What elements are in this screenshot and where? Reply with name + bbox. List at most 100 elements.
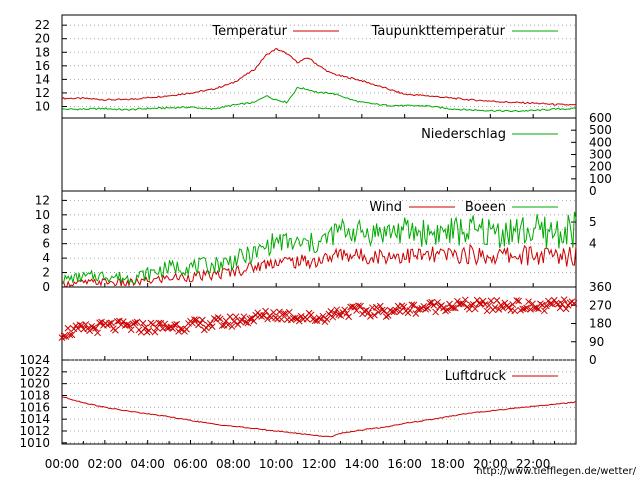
- wind-direction-point: [487, 297, 495, 305]
- y-tick-label: 0: [42, 280, 50, 294]
- legend-label: Luftdruck: [445, 369, 507, 384]
- wind-direction-point: [246, 315, 254, 323]
- wind-direction-point: [64, 324, 72, 332]
- wind-direction-point: [329, 313, 337, 321]
- wind-direction-point: [280, 310, 287, 318]
- wind-direction-point: [388, 308, 396, 316]
- y-tick-label-right: 180: [589, 317, 612, 331]
- wind-direction-point: [197, 319, 204, 327]
- wind-direction-point: [422, 305, 430, 313]
- wind-direction-point: [191, 316, 198, 323]
- wind-direction-point: [145, 327, 153, 334]
- x-tick-label: 02:00: [88, 457, 123, 471]
- y-tick-label: 1024: [19, 353, 50, 367]
- wind-direction-point: [183, 325, 190, 333]
- legend-label: Temperatur: [211, 24, 287, 39]
- wind-direction-point: [491, 304, 499, 311]
- wind-direction-point: [531, 304, 538, 312]
- wind-direction-point: [357, 302, 364, 310]
- y-tick-label: 1012: [19, 424, 50, 438]
- wind-direction-point: [365, 309, 372, 317]
- wind-direction-point: [515, 297, 523, 305]
- x-tick-label: 10:00: [259, 457, 294, 471]
- wind-direction-point: [151, 328, 159, 336]
- x-tick-label: 06:00: [173, 457, 208, 471]
- y-tick-label: 16: [35, 59, 50, 73]
- wind-direction-point: [450, 304, 457, 312]
- y-tick-label: 10: [35, 208, 50, 222]
- series-line: [61, 86, 577, 113]
- wind-direction-point: [335, 311, 343, 319]
- wind-direction-point: [570, 300, 578, 307]
- wind-direction-point: [224, 321, 232, 329]
- x-tick-label: 12:00: [302, 457, 337, 471]
- y-tick-label-right: 5: [589, 215, 597, 229]
- wind-direction-point: [119, 318, 127, 325]
- wind-direction-point: [317, 316, 325, 323]
- wind-direction-point: [123, 321, 131, 328]
- y-tick-label: 12: [35, 193, 50, 207]
- wind-direction-point: [544, 297, 552, 305]
- wind-direction-point: [428, 298, 436, 306]
- wind-direction-point: [523, 304, 530, 312]
- wind-direction-point: [250, 317, 258, 325]
- wind-direction-point: [68, 331, 76, 339]
- y-tick-label: 1016: [19, 400, 50, 414]
- wind-direction-point: [434, 299, 441, 306]
- y-tick-label-right: 500: [589, 123, 612, 137]
- x-tick-label: 22:00: [516, 457, 551, 471]
- wind-direction-point: [236, 317, 244, 325]
- wind-direction-point: [382, 313, 390, 320]
- wind-direction-point: [406, 307, 414, 314]
- wind-direction-point: [226, 313, 234, 321]
- wind-direction-point: [539, 301, 546, 309]
- wind-direction-point: [98, 318, 105, 326]
- wind-direction-point: [244, 319, 252, 327]
- x-tick-label: 00:00: [45, 457, 80, 471]
- wind-direction-point: [400, 303, 408, 311]
- wind-direction-point: [355, 302, 362, 310]
- y-tick-label-right: 360: [589, 280, 612, 294]
- wind-direction-point: [94, 329, 101, 337]
- legend-label: Niederschlag: [421, 127, 506, 142]
- y-tick-label: 10: [35, 99, 50, 113]
- x-tick-label: 04:00: [130, 457, 165, 471]
- wind-direction-point: [159, 325, 167, 332]
- wind-direction-point: [307, 311, 315, 319]
- y-tick-label-right: 4: [589, 237, 597, 251]
- wind-direction-point: [483, 307, 491, 315]
- y-tick-label: 22: [35, 18, 50, 32]
- wind-direction-point: [319, 312, 327, 320]
- wind-direction-point: [171, 321, 179, 329]
- wind-direction-point: [96, 319, 103, 327]
- wind-direction-point: [371, 311, 378, 319]
- wind-direction-point: [106, 320, 113, 327]
- wind-direction-point: [408, 301, 416, 309]
- y-tick-label: 2: [42, 266, 50, 280]
- x-tick-label: 08:00: [216, 457, 251, 471]
- wind-direction-point: [297, 312, 305, 320]
- wind-direction-point: [199, 316, 206, 324]
- wind-direction-point: [465, 305, 473, 313]
- wind-direction-point: [398, 302, 406, 310]
- wind-direction-point: [311, 317, 319, 325]
- y-tick-label: 12: [35, 86, 50, 100]
- y-tick-label: 18: [35, 45, 50, 59]
- wind-direction-point: [442, 307, 449, 315]
- wind-direction-point: [92, 324, 99, 332]
- wind-direction-point: [552, 299, 560, 307]
- wind-direction-point: [165, 324, 173, 332]
- y-tick-label-right: 400: [589, 135, 612, 149]
- wind-direction-point: [396, 308, 404, 316]
- wind-direction-point: [495, 306, 503, 313]
- wind-direction-point: [218, 322, 226, 330]
- wind-direction-point: [542, 302, 550, 310]
- wind-direction-point: [511, 307, 519, 315]
- y-tick-label-right: 0: [589, 353, 597, 367]
- wind-direction-point: [548, 300, 556, 308]
- wind-direction-point: [519, 305, 526, 313]
- wind-direction-point: [361, 307, 368, 315]
- wind-direction-point: [240, 313, 248, 321]
